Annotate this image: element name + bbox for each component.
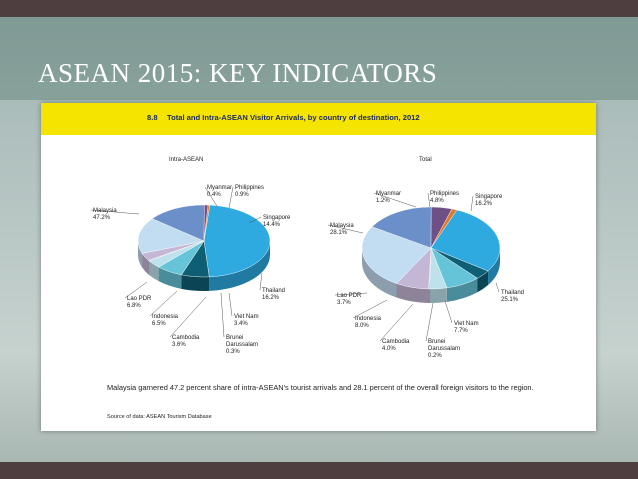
pie-wall-viet-nam (396, 283, 429, 303)
pie-value-label: 1.2% (376, 198, 390, 204)
pie-category-label: Singapore (475, 194, 503, 200)
pie-slice-myanmar (203, 204, 210, 242)
pie-value-label: 4.8% (430, 198, 444, 204)
pie-title-intra-asean: Intra-ASEAN (169, 157, 204, 163)
pie-category-label: Darussalam (226, 342, 258, 348)
pie-value-label: 25.1% (501, 297, 519, 303)
pie-value-label: 47.2% (93, 215, 111, 221)
pie-leader-line (327, 224, 364, 234)
pie-slice-malaysia (203, 204, 271, 278)
pie-value-label: 7.7% (454, 328, 468, 334)
figure-caption: Malaysia garnered 47.2 percent share of … (107, 383, 534, 392)
title-band (0, 17, 638, 100)
pie-leader-line (444, 300, 453, 324)
pie-leader-line (352, 299, 388, 319)
pie-value-label: 28.1% (330, 230, 348, 236)
pie-category-label: Thailand (262, 288, 285, 294)
pie-category-label: Cambodia (172, 335, 200, 341)
pie-wall-lao-pdr (477, 271, 489, 293)
pie-category-label: Viet Nam (454, 321, 479, 327)
pie-wall-indonesia (446, 278, 478, 302)
pie-slice-thailand (137, 218, 205, 254)
pie-value-label: 0.4% (207, 192, 221, 198)
pie-value-label: 0.9% (235, 192, 249, 198)
pie-wall-cambodia (429, 287, 447, 303)
pie-wall-malaysia (488, 248, 500, 286)
pie-leader-line (373, 192, 417, 208)
pie-slice-singapore (371, 206, 432, 249)
pie-category-label: Darussalam (428, 346, 460, 352)
pie-category-label: Brunei (428, 339, 445, 345)
pie-leader-line (248, 216, 262, 224)
pie-value-label: 16.2% (262, 295, 280, 301)
pie-category-label: Cambodia (382, 339, 410, 345)
pie-value-label: 3.7% (337, 300, 351, 306)
pie-category-label: Viet Nam (234, 314, 259, 320)
pie-category-label: Thailand (501, 290, 524, 296)
pie-value-label: 14.4% (263, 222, 281, 228)
pie-leader-line (495, 282, 500, 293)
pie-wall-malaysia (209, 241, 270, 291)
pie-leader-line (379, 303, 414, 342)
pie-category-label: Brunei (226, 335, 243, 341)
pie-value-label: 3.4% (234, 321, 248, 327)
pie-value-label: 6.8% (127, 303, 141, 309)
pie-wall-viet-nam (142, 253, 149, 275)
pie-category-label: Myanmar (376, 191, 401, 197)
pie-slice-myanmar (430, 208, 458, 249)
pie-wall-thailand (362, 248, 397, 298)
pie-leader-line (470, 195, 474, 212)
pie-slice-singapore (151, 204, 205, 242)
pie-wall-lao-pdr (181, 274, 210, 291)
pie-slice-thailand (361, 226, 432, 284)
pie-leader-line (425, 302, 434, 342)
pie-value-label: 0.2% (428, 353, 442, 359)
figure-number: 8.8 (147, 113, 158, 122)
pie-leader-line (149, 290, 178, 317)
pie-wall-brunei (148, 260, 149, 275)
pie-category-label: Indonesia (152, 314, 179, 320)
pie-leader-line (334, 292, 368, 296)
pie-category-label: Indonesia (355, 316, 382, 322)
pie-slice-malaysia (430, 209, 501, 272)
figure-title: Total and Intra-ASEAN Visitor Arrivals, … (167, 113, 420, 122)
figure-card: 8.8 Total and Intra-ASEAN Visitor Arriva… (41, 103, 596, 431)
figure-header: 8.8 Total and Intra-ASEAN Visitor Arriva… (41, 103, 596, 135)
pie-category-label: Philippines (430, 191, 459, 197)
pie-value-label: 3.6% (172, 342, 186, 348)
pie-value-label: 8.0% (355, 323, 369, 329)
pie-category-label: Lao PDR (337, 293, 362, 299)
pie-category-label: Malaysia (330, 223, 354, 229)
pie-leader-line (228, 186, 234, 209)
pie-leader-line (220, 292, 225, 338)
pie-wall-indonesia (158, 267, 182, 289)
bottom-bar (0, 462, 638, 479)
pie-wall-brunei (428, 288, 430, 303)
pie-leader-line (169, 296, 207, 338)
pie-value-label: 6.5% (152, 321, 166, 327)
pie-leader-line (427, 192, 431, 208)
pie-title-total: Total (419, 157, 432, 163)
pie-leader-line (124, 281, 148, 299)
pie-leader-line (259, 272, 263, 291)
pie-value-label: 0.3% (226, 349, 240, 355)
pie-category-label: Philippines (235, 185, 264, 191)
pie-category-label: Malaysia (93, 208, 117, 214)
pie-category-label: Singapore (263, 215, 291, 221)
top-bar (0, 0, 638, 17)
pie-leader-line (204, 186, 218, 207)
figure-source: Source of data: ASEAN Tourism Database (107, 414, 212, 420)
pie-leader-line (228, 292, 233, 317)
pie-leader-line (90, 209, 140, 215)
pie-value-label: 4.0% (382, 346, 396, 352)
pie-category-label: Myanmar (207, 185, 232, 191)
pie-category-label: Lao PDR (127, 296, 152, 302)
pie-value-label: 16.2% (475, 201, 493, 207)
slide-title: ASEAN 2015: KEY INDICATORS (38, 58, 438, 88)
